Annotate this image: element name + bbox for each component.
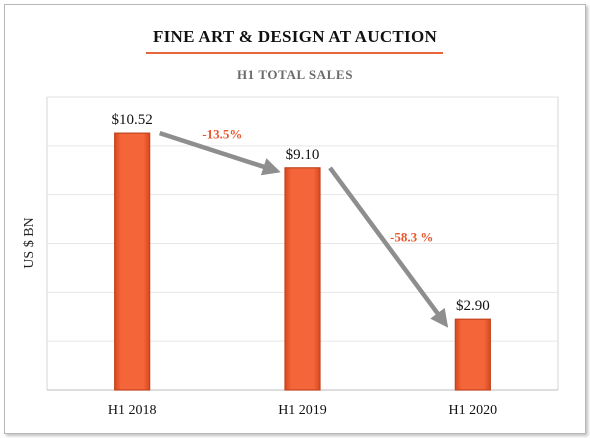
chart-title: FINE ART & DESIGN AT AUCTION (152, 27, 438, 46)
x-tick-label: H1 2020 (449, 403, 498, 418)
bar-h1-2018 (114, 132, 151, 391)
change-arrow (328, 166, 449, 328)
bar-h1-2020 (454, 318, 491, 391)
change-annotation: -58.3 % (390, 230, 433, 245)
change-annotation: -13.5% (202, 126, 242, 141)
x-tick-label: H1 2019 (278, 403, 327, 418)
value-label: $2.90 (456, 298, 490, 314)
x-tick-label: H1 2018 (108, 403, 157, 418)
chart-subtitle: H1 TOTAL SALES (236, 67, 354, 82)
value-label: $9.10 (286, 147, 320, 163)
bar-h1-2019 (284, 167, 321, 391)
title-underline (146, 52, 443, 54)
value-label: $10.52 (112, 112, 153, 128)
change-arrow (158, 130, 281, 176)
